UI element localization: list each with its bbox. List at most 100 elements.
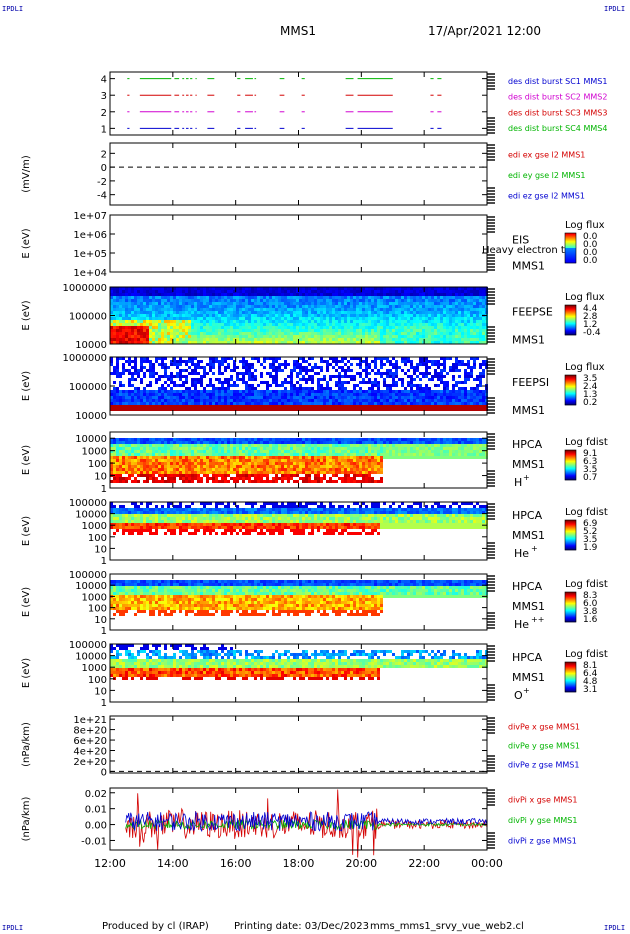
colorbar-step — [565, 320, 576, 322]
colorbar-step — [565, 243, 576, 245]
colorbar-step — [565, 402, 576, 404]
colorbar-step — [565, 680, 576, 682]
colorbar-step — [565, 375, 576, 377]
y-tick-label: 1 — [101, 626, 107, 637]
colorbar-step — [565, 520, 576, 522]
y-tick-label: 10000 — [75, 411, 107, 422]
colorbar-step — [565, 244, 576, 246]
colorbar-step — [565, 594, 576, 596]
colorbar-step — [565, 603, 576, 605]
colorbar-step — [565, 394, 576, 396]
species-charge: + — [523, 686, 530, 695]
colorbar-step — [565, 324, 576, 326]
legend-entry: edi ex gse l2 MMS1 — [508, 150, 585, 159]
panel-feepse: 1000000 100000 10000 E (eV) FEEPSE MMS1 Log fl… — [21, 283, 605, 351]
legend-entry: edi ey gse l2 MMS1 — [508, 171, 586, 180]
colorbar-step — [565, 672, 576, 674]
x-ticks-divpe — [109, 716, 488, 773]
colorbar-tick-label: 3.1 — [583, 685, 597, 695]
colorbar-step — [565, 382, 576, 384]
instrument-name: EIS — [512, 234, 529, 247]
y-tick-label: 100000 — [69, 498, 107, 509]
y-ticks-eis: 1e+07 1e+06 1e+05 1e+04 — [73, 211, 487, 279]
y-axis-label-feepsi: E (eV) — [21, 371, 32, 401]
colorbar-step — [565, 319, 576, 321]
x-tick-label: 14:00 — [157, 857, 189, 870]
minor-ticks-feepsi — [487, 358, 495, 414]
colorbar-tick-label: 1.6 — [583, 615, 598, 625]
colorbar-tick-label: 1.9 — [583, 543, 598, 553]
colorbar-step — [565, 472, 576, 474]
colorbar-step — [565, 235, 576, 237]
colorbar-step — [565, 690, 576, 692]
colorbar-tick-label: 4.8 — [583, 677, 598, 687]
colorbar-tick-label: 0.7 — [583, 473, 597, 483]
colorbar-step — [565, 308, 576, 310]
colorbar-step — [565, 547, 576, 549]
colorbar-step — [565, 606, 576, 608]
colorbar-tick-label: 9.1 — [583, 449, 597, 459]
colorbar-step — [565, 377, 576, 379]
colorbar-title: Log fdist — [565, 649, 608, 660]
colorbar-step — [565, 331, 576, 333]
colorbar-step — [565, 241, 576, 243]
colorbar-tick-label: 3.5 — [583, 374, 597, 384]
colorbar-step — [565, 675, 576, 677]
y-tick-label: 1 — [101, 698, 107, 709]
colorbar-step — [565, 540, 576, 542]
colorbar-tick-label: 3.5 — [583, 535, 597, 545]
species-charge: ++ — [531, 615, 544, 624]
y-tick-label: 0.00 — [85, 821, 107, 832]
colorbar-step — [565, 392, 576, 394]
x-axis: 12:00 14:00 16:00 18:00 20:00 22:00 00:00 — [94, 857, 503, 870]
panel-eis: 1e+07 1e+06 1e+05 1e+04 E (eV) EIS MMS1 Heavy e… — [21, 211, 605, 279]
colorbar-tick-label: 0.0 — [583, 248, 598, 258]
colorbar-step — [565, 399, 576, 401]
colorbar-frame — [564, 449, 577, 481]
spectrogram-hpca_h — [110, 438, 488, 483]
colorbar-tick-label: 4.4 — [583, 304, 598, 314]
y-axis-label-edi: (mV/m) — [21, 155, 32, 193]
colorbar-step — [565, 240, 576, 242]
colorbar-step — [565, 323, 576, 325]
colorbar-step — [565, 246, 576, 248]
colorbar-step — [565, 393, 576, 395]
panel-content-divpi — [125, 789, 488, 858]
colorbar-step — [565, 242, 576, 244]
colorbar-step — [565, 452, 576, 454]
y-tick-label: 0.02 — [85, 789, 107, 800]
spectrogram-feepsi — [110, 357, 488, 411]
y-tick-label: 1000 — [82, 447, 107, 458]
colorbar-step — [565, 614, 576, 616]
minor-ticks-hpca_he1 — [487, 503, 495, 559]
instrument-spacecraft: MMS1 — [512, 671, 545, 684]
instrument-labels-hpca_he2: HPCA MMS1 He ++ — [512, 580, 545, 631]
y-tick-label: 100 — [88, 675, 107, 686]
corner-tag-bottom-left: IPDLI — [2, 924, 24, 932]
legend-divpi: divPi x gse MMS1 divPi y gse MMS1 divPi z … — [508, 795, 577, 845]
legend-entry: edi ez gse l2 MMS1 — [508, 192, 585, 201]
colorbar-step — [565, 621, 576, 623]
colorbar-step — [565, 256, 576, 258]
y-tick-label: 4 — [101, 75, 107, 86]
colorbar-title: Log flux — [565, 292, 605, 303]
colorbar-step — [565, 546, 576, 548]
y-tick-label: 10000 — [75, 581, 107, 592]
colorbar-step — [565, 380, 576, 382]
colorbar-step — [565, 676, 576, 678]
y-tick-label: 2e+20 — [73, 757, 107, 768]
colorbar-step — [565, 388, 576, 390]
colorbar-tick-label: -0.4 — [583, 328, 601, 338]
colorbar-step — [565, 254, 576, 256]
instrument-labels-eis: EIS MMS1 — [512, 234, 545, 273]
header-datetime: 17/Apr/2021 12:00 — [428, 24, 541, 38]
colorbar-step — [565, 691, 576, 693]
y-tick-label: 10000 — [75, 510, 107, 521]
colorbar-step — [565, 334, 576, 336]
colorbar-step — [565, 684, 576, 686]
